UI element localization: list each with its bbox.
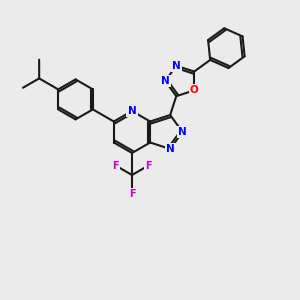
- Text: F: F: [129, 189, 135, 199]
- Text: N: N: [172, 61, 181, 71]
- Text: N: N: [128, 106, 136, 116]
- Text: N: N: [166, 144, 175, 154]
- Text: F: F: [145, 161, 152, 171]
- Text: N: N: [161, 76, 170, 86]
- Text: N: N: [178, 127, 187, 137]
- Text: F: F: [112, 161, 119, 171]
- Text: O: O: [190, 85, 199, 95]
